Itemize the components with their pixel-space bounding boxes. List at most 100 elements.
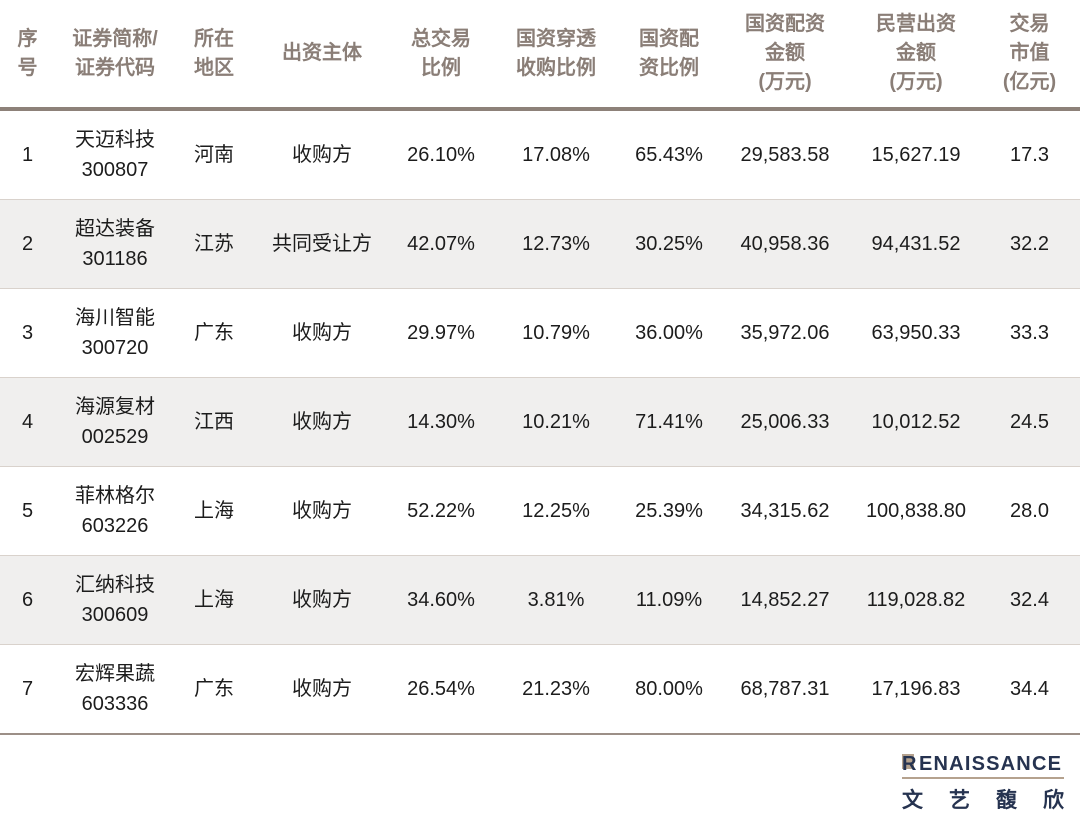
brand-wordmark: R ENAISSANCE [902, 753, 1064, 779]
cell-total-trade-pct: 26.54% [407, 678, 475, 700]
security-code: 603336 [81, 693, 149, 715]
cell-entity: 收购方 [292, 678, 352, 700]
security-name: 超达装备 [75, 218, 155, 240]
security-code: 002529 [81, 426, 149, 448]
cell-private-amount: 15,627.19 [871, 144, 961, 166]
security-code: 300609 [81, 604, 149, 626]
cell-total-trade-pct: 52.22% [407, 500, 475, 522]
cell-soe-penetration-pct: 17.08% [522, 144, 590, 166]
cell-soe-allocation-pct: 71.41% [635, 411, 703, 433]
table-row: 7 宏辉果蔬 603336 广东 收购方 26.54% 21.23% 80.00… [0, 645, 1080, 735]
table-body: 1 天迈科技 300807 河南 收购方 26.10% 17.08% 65.43… [0, 109, 1080, 734]
cell-market-cap: 32.4 [1010, 589, 1049, 611]
cell-security: 海川智能 300720 [55, 289, 175, 378]
security-code: 301186 [82, 248, 148, 270]
footer: R ENAISSANCE 文艺馥欣 [0, 735, 1080, 814]
cell-index: 5 [21, 500, 34, 522]
logo-r-monogram-icon: R [902, 753, 919, 775]
cell-index: 7 [21, 678, 34, 700]
cell-security: 汇纳科技 300609 [55, 556, 175, 645]
cell-region: 江西 [194, 411, 234, 433]
security-name: 宏辉果蔬 [75, 663, 155, 685]
cell-private-amount: 119,028.82 [866, 589, 966, 611]
cell-entity: 收购方 [292, 322, 352, 344]
table-header: 序 号 证券简称/ 证券代码 所在 地区 出资主体 总交易 比例 国资穿透 收购… [0, 0, 1080, 111]
cell-soe-allocation-pct: 65.43% [635, 144, 703, 166]
cell-entity: 收购方 [292, 411, 352, 433]
cell-soe-allocation-pct: 80.00% [635, 678, 703, 700]
cell-index: 4 [21, 411, 34, 433]
column-header: 出资主体 [253, 0, 391, 111]
security-name: 海川智能 [75, 307, 155, 329]
cell-security: 天迈科技 300807 [55, 109, 175, 200]
cell-soe-penetration-pct: 10.21% [522, 411, 590, 433]
table-header-row: 序 号 证券简称/ 证券代码 所在 地区 出资主体 总交易 比例 国资穿透 收购… [0, 0, 1080, 111]
brand-logo: R ENAISSANCE 文艺馥欣 [902, 753, 1064, 814]
brand-chinese-name: 文艺馥欣 [902, 789, 1064, 812]
cell-index: 1 [21, 144, 34, 166]
cell-private-amount: 10,012.52 [871, 411, 961, 433]
cell-soe-allocation-pct: 36.00% [635, 322, 703, 344]
cell-market-cap: 34.4 [1010, 678, 1049, 700]
cell-security: 超达装备 301186 [55, 200, 175, 289]
cell-soe-penetration-pct: 10.79% [522, 322, 590, 344]
column-header: 国资穿透 收购比例 [491, 0, 621, 111]
cell-region: 广东 [194, 678, 234, 700]
cell-soe-amount: 40,958.36 [740, 233, 830, 255]
cell-region: 江苏 [194, 233, 234, 255]
table-row: 3 海川智能 300720 广东 收购方 29.97% 10.79% 36.00… [0, 289, 1080, 378]
logo-brand-rest: ENAISSANCE [919, 753, 1063, 775]
cell-market-cap: 24.5 [1010, 411, 1049, 433]
cell-security: 菲林格尔 603226 [55, 467, 175, 556]
cell-index: 6 [21, 589, 34, 611]
cell-security: 海源复材 002529 [55, 378, 175, 467]
cell-private-amount: 100,838.80 [865, 500, 967, 522]
cell-entity: 共同受让方 [272, 233, 372, 255]
column-header: 序 号 [0, 0, 55, 111]
security-name: 天迈科技 [75, 129, 155, 151]
cell-index: 2 [21, 233, 34, 255]
cell-region: 上海 [194, 500, 234, 522]
cell-soe-amount: 29,583.58 [740, 144, 830, 166]
cell-soe-allocation-pct: 11.09% [635, 589, 703, 611]
equity-deals-table: 序 号 证券简称/ 证券代码 所在 地区 出资主体 总交易 比例 国资穿透 收购… [0, 0, 1080, 734]
security-name: 汇纳科技 [75, 574, 155, 596]
cell-market-cap: 28.0 [1010, 500, 1049, 522]
cell-soe-allocation-pct: 25.39% [635, 500, 703, 522]
cell-region: 河南 [194, 144, 234, 166]
cell-entity: 收购方 [292, 589, 352, 611]
logo-initial: R [902, 753, 918, 775]
table-row: 1 天迈科技 300807 河南 收购方 26.10% 17.08% 65.43… [0, 109, 1080, 200]
cell-market-cap: 33.3 [1010, 322, 1049, 344]
cell-soe-amount: 35,972.06 [740, 322, 830, 344]
cell-total-trade-pct: 42.07% [407, 233, 475, 255]
cell-total-trade-pct: 29.97% [407, 322, 475, 344]
cell-entity: 收购方 [292, 500, 352, 522]
cell-total-trade-pct: 34.60% [407, 589, 475, 611]
cell-total-trade-pct: 26.10% [407, 144, 475, 166]
cell-security: 宏辉果蔬 603336 [55, 645, 175, 735]
cell-soe-penetration-pct: 12.73% [522, 233, 590, 255]
cell-index: 3 [21, 322, 34, 344]
cell-market-cap: 17.3 [1010, 144, 1049, 166]
cell-total-trade-pct: 14.30% [407, 411, 475, 433]
security-code: 300807 [81, 159, 149, 181]
logo-tan-block-icon [902, 754, 914, 769]
column-header: 交易 市值 (亿元) [979, 0, 1080, 111]
security-code: 300720 [81, 337, 149, 359]
security-name: 海源复材 [75, 396, 155, 418]
column-header: 国资配 资比例 [621, 0, 717, 111]
cell-region: 广东 [194, 322, 234, 344]
cell-private-amount: 17,196.83 [871, 678, 961, 700]
cell-soe-amount: 14,852.27 [740, 589, 830, 611]
cell-entity: 收购方 [292, 144, 352, 166]
table-row: 6 汇纳科技 300609 上海 收购方 34.60% 3.81% 11.09%… [0, 555, 1080, 645]
cell-private-amount: 94,431.52 [871, 233, 961, 255]
cell-region: 上海 [194, 589, 234, 611]
security-code: 603226 [81, 515, 149, 537]
security-name: 菲林格尔 [75, 485, 155, 507]
column-header: 国资配资 金额 (万元) [717, 0, 853, 111]
table-row: 4 海源复材 002529 江西 收购方 14.30% 10.21% 71.41… [0, 377, 1080, 467]
cell-soe-allocation-pct: 30.25% [635, 233, 703, 255]
